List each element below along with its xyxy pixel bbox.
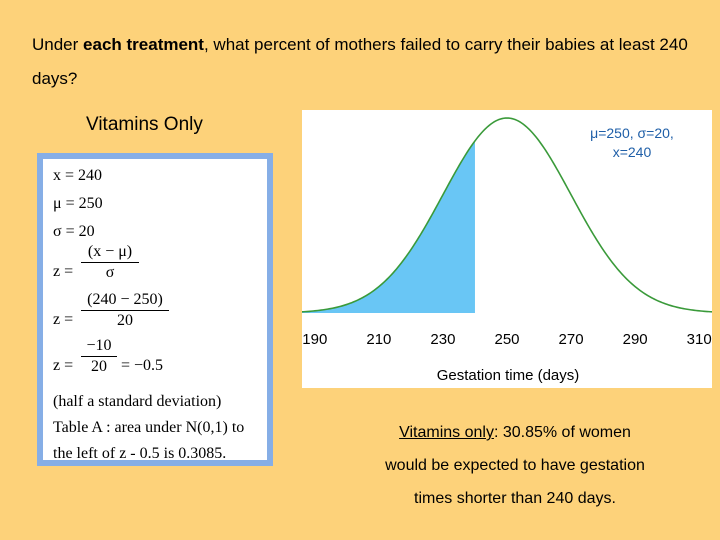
parameter-box: μ=250, σ=20, x=240 [572,124,692,166]
calculation-box: x = 240 μ = 250 σ = 20 z = (x − μ) σ z =… [37,153,273,466]
eq-z-label-3: z = [53,357,74,374]
conclusion-line-2: would be expected to have gestation [385,457,645,474]
question-prefix: Under [32,35,84,54]
fraction-bar [81,356,117,357]
conclusion-line-1-rest: : 30.85% of women [493,424,631,441]
x-tick-label: 190 [302,331,327,348]
fraction-formula-numerator: (x − μ) [87,243,133,260]
shaded-area-below-240 [302,140,475,313]
x-axis-label: Gestation time (days) [437,367,580,384]
fraction-formula-denominator: σ [105,264,115,281]
question-suffix: , what percent of mothers failed to carr… [32,35,688,88]
note-table-a: Table A : area under N(0,1) to [53,419,245,436]
fraction-result-denominator: 20 [91,358,107,375]
x-tick-label: 290 [623,331,648,348]
treatment-subtitle: Vitamins Only [86,114,203,135]
note-area-result: the left of z - 0.5 is 0.3085. [53,445,227,462]
conclusion-underlined: Vitamins only [399,424,494,441]
normal-curve-line [301,117,713,313]
x-tick-label: 270 [559,331,584,348]
fraction-bar [81,262,139,263]
eq-sigma: σ = 20 [53,223,95,240]
parameter-line-2: x=240 [612,144,652,160]
x-tick-labels: 190 210 230 250 270 290 310 [302,331,711,348]
question-text: Under each treatment, what percent of mo… [32,28,692,96]
eq-z-label-1: z = [53,263,74,280]
normal-curve-chart: 190 210 230 250 270 290 310 Gestation time (da… [301,110,713,388]
z-value: = −0.5 [121,357,164,374]
x-tick-label: 250 [494,331,519,348]
note-half-sd: (half a standard deviation) [53,393,222,410]
eq-x: x = 240 [53,167,103,184]
x-tick-label: 230 [430,331,455,348]
fraction-substituted-denominator: 20 [117,312,133,329]
fraction-formula: (x − μ) σ [81,243,139,282]
x-tick-label: 310 [687,331,712,348]
fraction-substituted-numerator: (240 − 250) [87,291,163,308]
fraction-substituted: (240 − 250) 20 [81,291,169,330]
fraction-bar [81,310,169,311]
conclusion-text: Vitamins only: 30.85% of women would be … [360,416,670,515]
conclusion-line-1: Vitamins only: 30.85% of women [360,416,670,449]
eq-mu: μ = 250 [53,195,103,212]
question-bold: each treatment [83,35,204,54]
fraction-result-numerator: −10 [86,337,112,354]
fraction-result: −10 20 [81,337,117,376]
parameter-line-1: μ=250, σ=20, [590,125,674,141]
chart-svg: 190 210 230 250 270 290 310 Gestation time (da… [301,117,713,384]
eq-z-label-2: z = [53,311,74,328]
x-tick-label: 210 [366,331,391,348]
conclusion-line-3: times shorter than 240 days. [414,490,616,507]
